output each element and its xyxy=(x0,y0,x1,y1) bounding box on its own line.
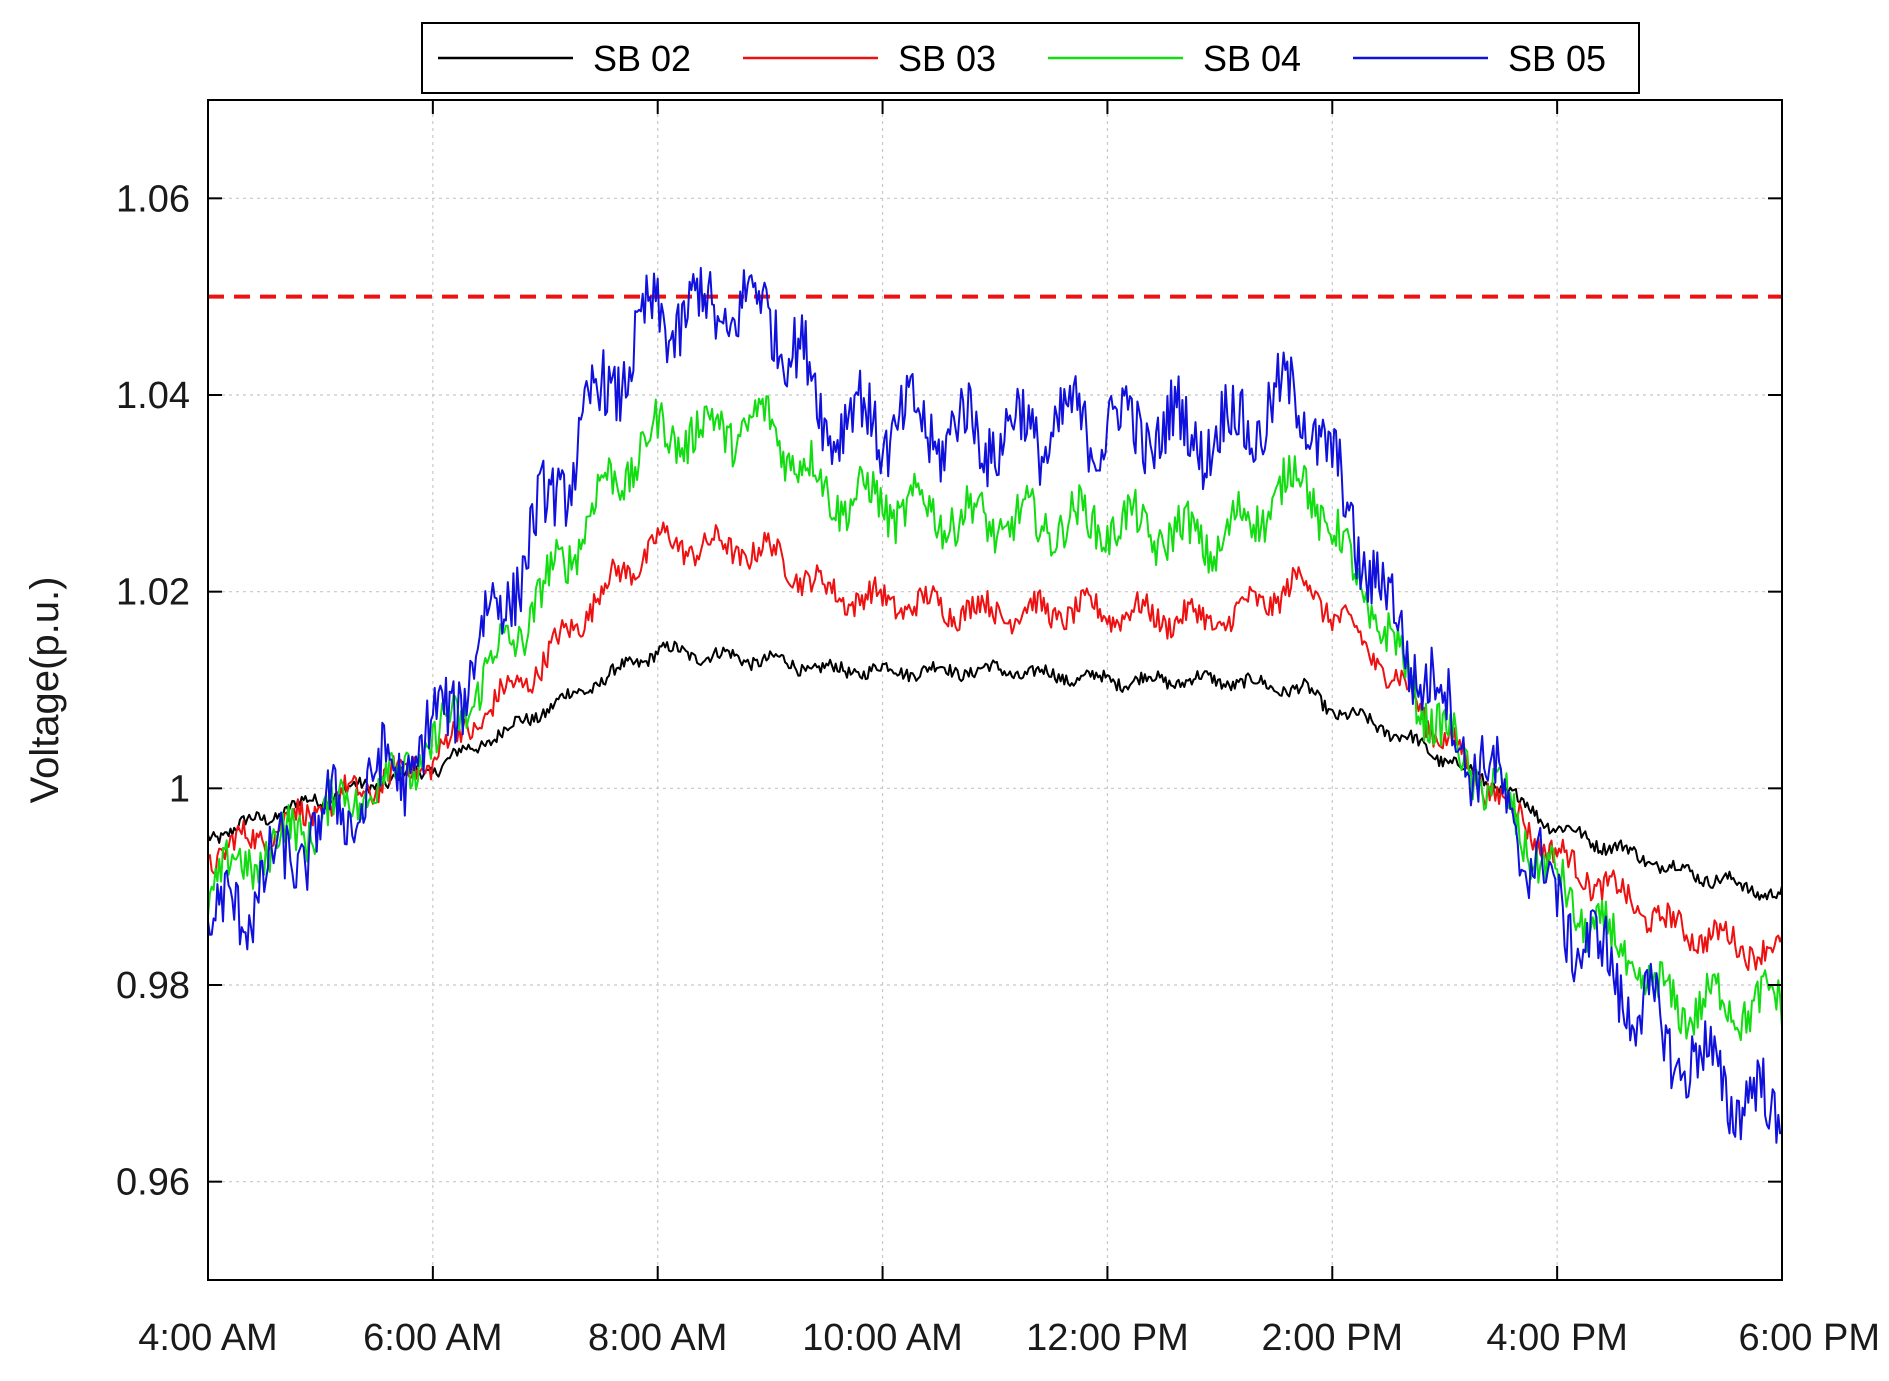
series-layer xyxy=(207,266,1783,1144)
x-tick-label: 4:00 PM xyxy=(1486,1317,1628,1359)
y-tick-label: 1.04 xyxy=(116,375,190,417)
series-line-sb-05 xyxy=(207,266,1783,1144)
y-tick-label: 1.06 xyxy=(116,178,190,220)
legend-label: SB 04 xyxy=(1203,38,1301,79)
y-tick-labels: 0.96 0.98 1 1.02 1.04 1.06 xyxy=(116,178,190,1203)
y-tick-label: 0.96 xyxy=(116,1162,190,1204)
y-tick-label: 1.02 xyxy=(116,572,190,614)
plot-background xyxy=(208,100,1782,1280)
series-line-sb-03 xyxy=(207,521,1783,971)
legend: SB 02 SB 03 SB 04 SB 05 xyxy=(421,22,1640,94)
axis-ticks xyxy=(207,100,1783,1280)
legend-label: SB 02 xyxy=(593,38,691,79)
series-line-sb-04 xyxy=(207,395,1783,1042)
legend-label: SB 03 xyxy=(898,38,996,79)
x-tick-label: 8:00 AM xyxy=(588,1317,727,1359)
x-tick-label: 10:00 AM xyxy=(802,1317,963,1359)
x-tick-label: 4:00 AM xyxy=(138,1317,277,1359)
plot-frame xyxy=(207,99,1783,1281)
x-tick-label: 2:00 PM xyxy=(1262,1317,1404,1359)
y-tick-label: 1 xyxy=(169,768,190,810)
x-tick-label: 6:00 PM xyxy=(1738,1317,1880,1359)
x-tick-label: 12:00 PM xyxy=(1026,1317,1189,1359)
legend-label: SB 05 xyxy=(1508,38,1606,79)
x-tick-label: 6:00 AM xyxy=(363,1317,502,1359)
x-tick-labels: 4:00 AM 6:00 AM 8:00 AM 10:00 AM 12:00 PM 2:0… xyxy=(138,1317,1880,1359)
y-tick-label: 0.98 xyxy=(116,965,190,1007)
y-axis-title: Voltage(p.u.) xyxy=(23,577,67,804)
